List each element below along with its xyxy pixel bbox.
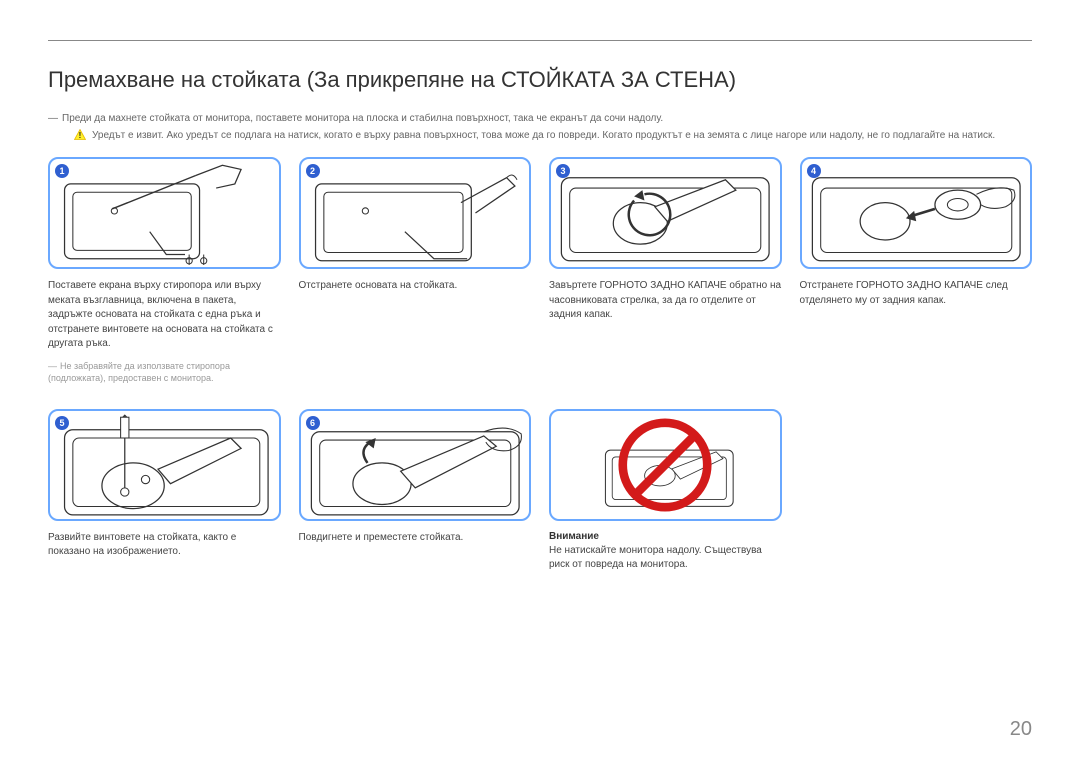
dash-icon: ― <box>48 111 62 126</box>
warning-row: ! Уредът е извит. Ако уредът се подлага … <box>74 128 1032 143</box>
svg-text:!: ! <box>79 131 82 140</box>
steps-grid: 1 Поставете екрана върху стиропора или в… <box>48 157 1032 573</box>
step-caption: Поставете екрана върху стиропора или вър… <box>48 279 281 352</box>
step-figure: 2 <box>299 157 532 269</box>
step-figure: 4 <box>800 157 1033 269</box>
step-art <box>802 159 1030 269</box>
step-caption: Развийте винтовете на стойката, както е … <box>48 531 281 560</box>
step-caution: Внимание Не натискайте монитора надолу. … <box>549 409 782 573</box>
page-title: Премахване на стойката (За прикрепяне на… <box>48 67 1032 93</box>
page-number: 20 <box>1010 718 1032 741</box>
dash-icon: ― <box>48 360 60 373</box>
step-3: 3 Завъртете ГОРНОТО ЗАДНО КАПАЧЕ обратно… <box>549 157 782 385</box>
step-6: 6 Повдигнете и преместете стойката. <box>299 409 532 573</box>
step-figure: 5 <box>48 409 281 521</box>
step-figure: 1 <box>48 157 281 269</box>
step-badge: 4 <box>807 164 821 178</box>
top-rule <box>48 40 1032 41</box>
step-figure: 3 <box>549 157 782 269</box>
intro-text: ―Преди да махнете стойката от монитора, … <box>48 111 1032 126</box>
step-art <box>551 159 779 269</box>
step-badge: 6 <box>306 416 320 430</box>
caution-figure <box>549 409 782 521</box>
step-2: 2 Отстранете основата на стойката. <box>299 157 532 385</box>
step-art <box>301 159 529 269</box>
step-caption: Повдигнете и преместете стойката. <box>299 531 532 546</box>
step-art <box>50 159 278 269</box>
prohibit-icon <box>617 417 713 513</box>
step-badge: 2 <box>306 164 320 178</box>
warning-icon: ! <box>74 129 86 140</box>
step-badge: 1 <box>55 164 69 178</box>
subnote-text: Не забравяйте да използвате стиропора (п… <box>48 361 230 384</box>
intro-body: Преди да махнете стойката от монитора, п… <box>62 113 663 124</box>
step-caption: Отстранете ГОРНОТО ЗАДНО КАПАЧЕ след отд… <box>800 279 1033 308</box>
step-art <box>301 411 529 521</box>
warning-text: Уредът е извит. Ако уредът се подлага на… <box>92 128 995 143</box>
step-subnote: ―Не забравяйте да използвате стиропора (… <box>48 360 281 385</box>
step-caption: Завъртете ГОРНОТО ЗАДНО КАПАЧЕ обратно н… <box>549 279 782 323</box>
step-caption: Отстранете основата на стойката. <box>299 279 532 294</box>
step-1: 1 Поставете екрана върху стиропора или в… <box>48 157 281 385</box>
step-badge: 5 <box>55 416 69 430</box>
caution-title: Внимание <box>549 531 782 542</box>
step-figure: 6 <box>299 409 532 521</box>
caution-text: Не натискайте монитора надолу. Съществув… <box>549 544 782 573</box>
step-art <box>50 411 278 521</box>
step-4: 4 Отстранете ГОРНОТО ЗАДНО КАПАЧЕ след о… <box>800 157 1033 385</box>
step-badge: 3 <box>556 164 570 178</box>
step-5: 5 Развийте винтовете на стойката, както … <box>48 409 281 573</box>
